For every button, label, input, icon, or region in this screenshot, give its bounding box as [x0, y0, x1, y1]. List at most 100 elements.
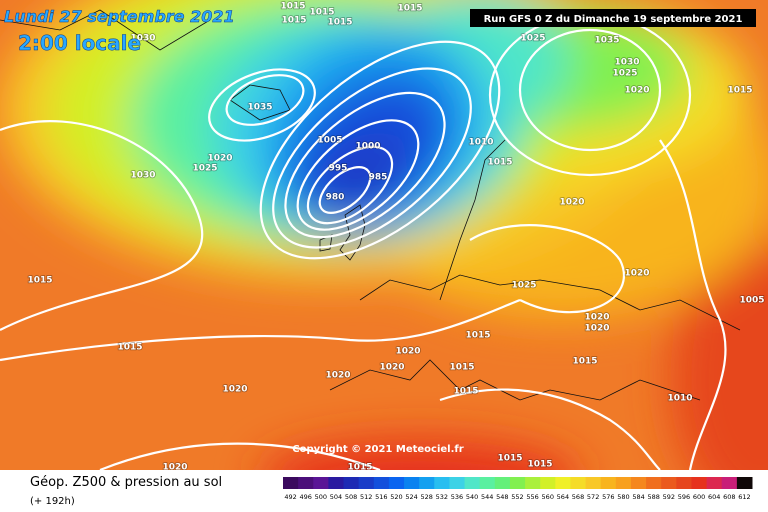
scale-label: 536	[451, 493, 463, 501]
scale-label: 492	[284, 493, 296, 501]
isobar-label: 1005	[739, 296, 764, 306]
scale-label: 504	[330, 493, 342, 501]
scale-label: 612	[738, 493, 750, 501]
scale-swatch	[676, 477, 692, 489]
scale-swatch	[630, 477, 647, 489]
isobar-label: 1020	[207, 154, 232, 164]
isobar-label: 1020	[379, 363, 404, 373]
isobar-label: 1025	[192, 164, 217, 174]
copyright: Copyright © 2021 Meteociel.fr	[292, 444, 463, 455]
isobar-label: 1020	[162, 463, 187, 473]
isobar-label: 1015	[347, 463, 372, 473]
scale-swatch	[404, 477, 420, 489]
scale-label: 540	[466, 493, 478, 501]
scale-label: 520	[390, 493, 402, 501]
isobar-label: 1015	[465, 331, 490, 341]
scale-label: 576	[602, 493, 614, 501]
isobar-label: 1015	[327, 18, 352, 28]
scale-label: 604	[708, 493, 720, 501]
forecast-time: 2:00 locale	[18, 31, 141, 55]
isobar-label: 1005	[317, 136, 342, 146]
scale-swatch	[373, 477, 390, 489]
scale-swatch	[721, 477, 738, 489]
isobar-label: 1015	[309, 8, 334, 18]
run-info: Run GFS 0 Z du Dimanche 19 septembre 202…	[484, 14, 743, 25]
isobar-label: 995	[329, 164, 348, 174]
isobar-label: 1020	[559, 198, 584, 208]
scale-swatch	[298, 477, 314, 489]
footer-title: Géop. Z500 & pression au sol	[30, 475, 222, 490]
scale-label: 560	[542, 493, 554, 501]
scale-swatch	[419, 477, 435, 489]
scale-swatch	[434, 477, 450, 489]
scale-label: 524	[405, 493, 417, 501]
color-scale: 492 496 500 504 508 512 516 520 524 528 532 536 540 5…	[283, 477, 753, 501]
scale-swatch	[388, 477, 405, 489]
isobar-label: 1030	[130, 171, 155, 181]
forecast-date: Lundi 27 septembre 2021	[4, 7, 235, 26]
scale-swatch	[464, 477, 481, 489]
isobar-label: 1015	[497, 454, 522, 464]
scale-swatch	[525, 477, 541, 489]
scale-swatch	[479, 477, 496, 489]
scale-label: 564	[557, 493, 569, 501]
isobar-label: 1025	[612, 69, 637, 79]
scale-swatch	[691, 477, 708, 489]
scale-label: 508	[345, 493, 357, 501]
scale-label: 516	[375, 493, 387, 501]
scale-swatch	[661, 477, 677, 489]
scale-label: 608	[723, 493, 735, 501]
scale-swatch	[600, 477, 617, 489]
isobar-label: 1035	[247, 103, 272, 113]
scale-label: 556	[526, 493, 538, 501]
scale-swatch	[343, 477, 360, 489]
scale-swatch	[283, 477, 299, 489]
isobar-label: 1015	[281, 16, 306, 26]
scale-swatch	[646, 477, 662, 489]
isobar-label: 1015	[449, 363, 474, 373]
scale-swatch	[494, 477, 511, 489]
isobar-label: 1030	[614, 58, 639, 68]
isobar-label: 1015	[487, 158, 512, 168]
isobar-label: 1010	[667, 394, 692, 404]
isobar-label: 1025	[511, 281, 536, 291]
scale-label: 532	[436, 493, 448, 501]
isobar-label: 1010	[468, 138, 493, 148]
scale-swatch	[449, 477, 466, 489]
scale-label: 552	[511, 493, 523, 501]
scale-label: 600	[693, 493, 705, 501]
isobar-label: 1015	[572, 357, 597, 367]
scale-label: 580	[617, 493, 629, 501]
scale-label: 588	[647, 493, 659, 501]
isobar-label: 1035	[594, 36, 619, 46]
isobar-label: 1015	[117, 343, 142, 353]
isobar-label: 1015	[27, 276, 52, 286]
scale-label: 544	[481, 493, 493, 501]
scale-swatch	[615, 477, 632, 489]
scale-label: 496	[299, 493, 311, 501]
scale-swatch	[570, 477, 587, 489]
isobar-label: 1030	[130, 34, 155, 44]
run-box	[470, 9, 756, 27]
isobar-label: 1020	[584, 313, 609, 323]
isobar-label: 1015	[453, 387, 478, 397]
scale-swatch	[358, 477, 375, 489]
scale-label: 528	[421, 493, 433, 501]
isobar-label: 1015	[280, 2, 305, 12]
scale-swatch	[540, 477, 556, 489]
scale-label: 568	[572, 493, 584, 501]
isobar-label: 980	[326, 193, 345, 203]
isobars	[0, 13, 727, 470]
scale-swatch	[328, 477, 345, 489]
scale-label: 584	[632, 493, 644, 501]
isobar-label: 1020	[395, 347, 420, 357]
isobar-label: 1020	[584, 324, 609, 334]
scale-label: 548	[496, 493, 508, 501]
scale-swatch	[509, 477, 526, 489]
isobar-label: 1020	[325, 371, 350, 381]
scale-swatch	[313, 477, 329, 489]
isobar-label: 1015	[397, 4, 422, 14]
footer-subtitle: (+ 192h)	[30, 496, 75, 507]
